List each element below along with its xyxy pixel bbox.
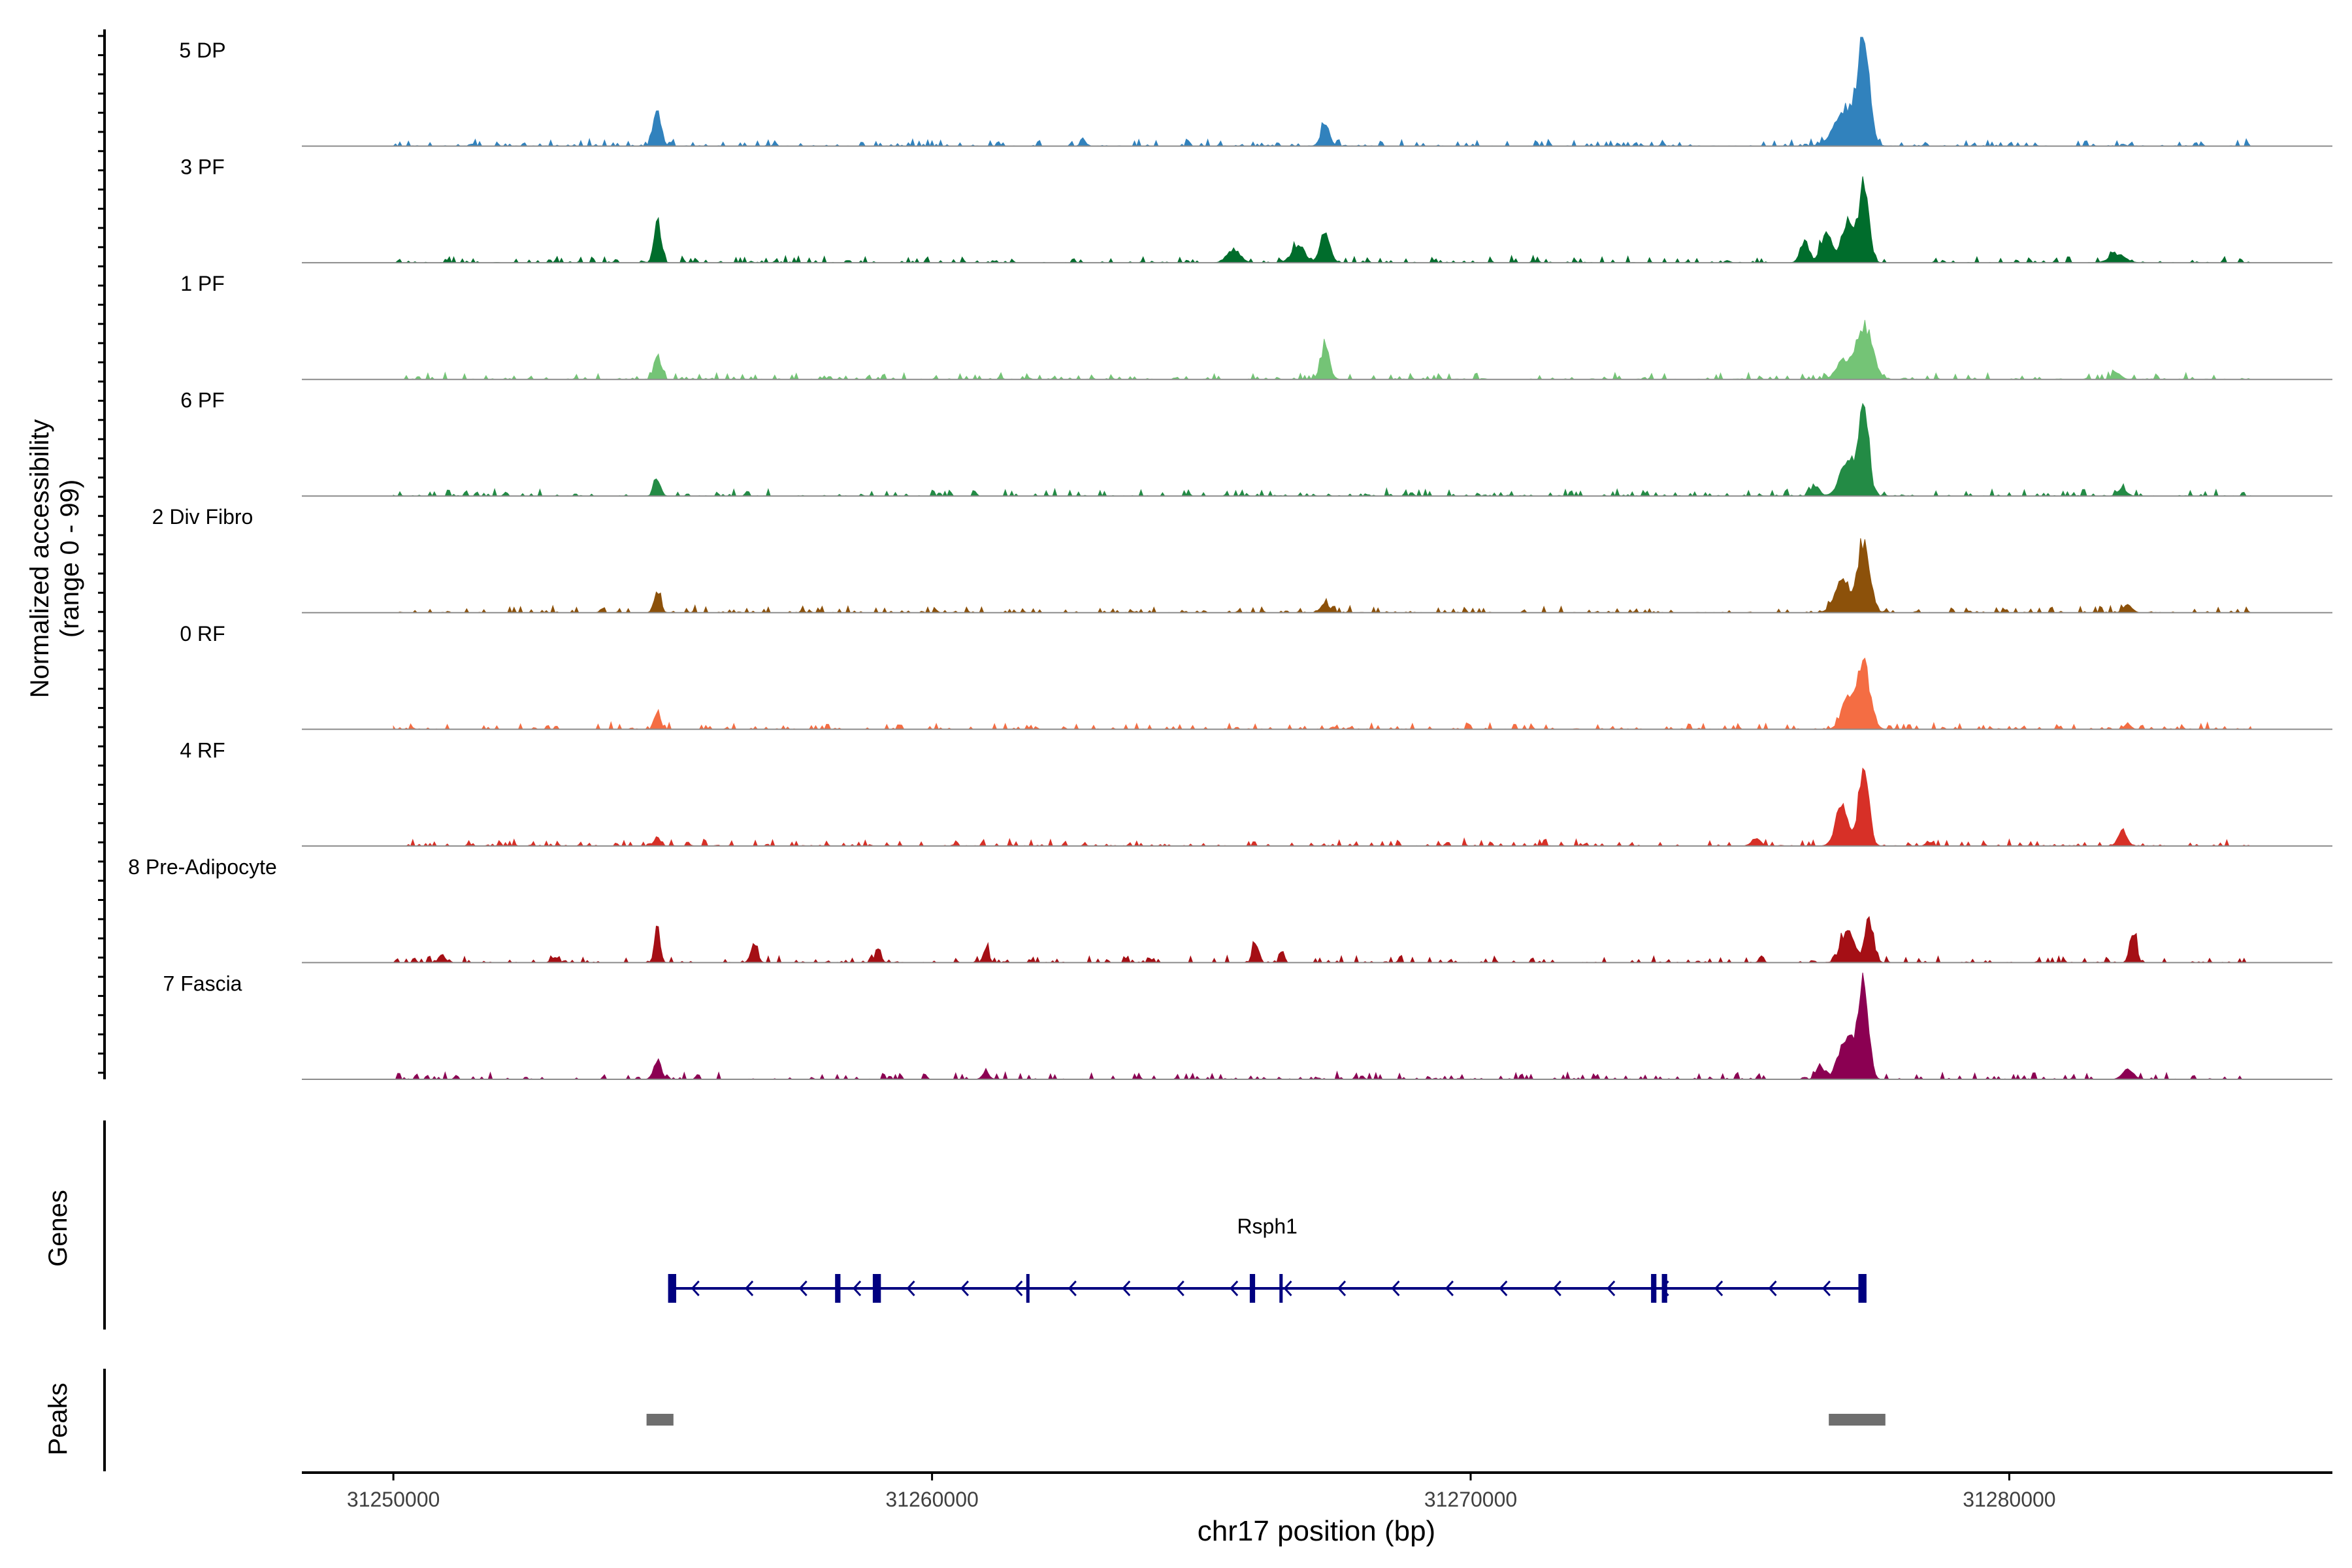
track-3-pf: 3 PF xyxy=(180,155,2332,264)
coverage-ylabel-line2: (range 0 - 99) xyxy=(56,480,84,638)
strand-arrow xyxy=(1607,1280,1616,1297)
x-axis-ticks: 31250000 31260000 31270000 31280000 xyxy=(347,1473,2056,1511)
peaks-label: Peaks xyxy=(44,1382,73,1455)
strand-arrow xyxy=(1230,1280,1239,1297)
gene-model: Rsph1 xyxy=(668,1215,1867,1303)
strand-arrow xyxy=(745,1280,754,1297)
gene-exon xyxy=(1858,1274,1867,1303)
track-8-pre-adipocyte: 8 Pre-Adipocyte xyxy=(128,855,2332,964)
gene-exon xyxy=(1026,1274,1030,1303)
track-label: 0 RF xyxy=(180,622,225,645)
coverage-area xyxy=(392,916,2252,964)
strand-arrow xyxy=(1768,1280,1777,1297)
track-label: 5 DP xyxy=(179,39,225,62)
genes-label: Genes xyxy=(44,1190,73,1267)
strand-arrow xyxy=(852,1280,862,1297)
track-7-fascia: 7 Fascia xyxy=(163,972,2332,1081)
coverage-area xyxy=(393,402,2252,497)
strand-arrow xyxy=(1175,1280,1184,1297)
strand-arrow xyxy=(1391,1280,1400,1297)
strand-arrow xyxy=(906,1280,915,1297)
track-5-dp: 5 DP xyxy=(179,37,2332,148)
peak-region xyxy=(1829,1414,1886,1426)
coverage-area xyxy=(393,176,2252,264)
x-tick-label: 31280000 xyxy=(1963,1488,2055,1511)
x-axis-title: chr17 position (bp) xyxy=(1198,1515,1435,1547)
coverage-area xyxy=(393,37,2252,148)
strand-arrow xyxy=(1122,1280,1131,1297)
strand-arrow xyxy=(1821,1280,1831,1297)
coverage-area xyxy=(393,657,2253,730)
coverage-ylabel-line1: Normalized accessibility xyxy=(25,419,54,698)
gene-name-label: Rsph1 xyxy=(1237,1215,1298,1238)
track-1-pf: 1 PF xyxy=(180,272,2332,381)
x-tick-label: 31250000 xyxy=(347,1488,440,1511)
track-label: 1 PF xyxy=(180,272,225,295)
gene-exon xyxy=(835,1274,841,1303)
gene-exon xyxy=(872,1274,881,1303)
peak-region xyxy=(646,1414,674,1426)
x-tick-label: 31270000 xyxy=(1424,1488,1517,1511)
x-tick-label: 31260000 xyxy=(885,1488,978,1511)
gene-exon xyxy=(1279,1274,1283,1303)
coverage-area xyxy=(393,538,2252,614)
gene-exon xyxy=(1651,1274,1657,1303)
coverage-area xyxy=(393,767,2252,847)
gene-exon xyxy=(1249,1274,1256,1303)
strand-arrow xyxy=(1283,1280,1292,1297)
coverage-yaxis-ticks xyxy=(98,35,105,1074)
strand-arrow xyxy=(1445,1280,1454,1297)
coverage-area xyxy=(393,972,2252,1081)
track-label: 8 Pre-Adipocyte xyxy=(128,855,277,879)
strand-arrow xyxy=(691,1280,700,1297)
track-2-div-fibro: 2 Div Fibro xyxy=(152,505,2332,614)
strand-arrow xyxy=(1552,1280,1561,1297)
track-label: 2 Div Fibro xyxy=(152,505,253,529)
coverage-tracks: 5 DP 3 PF 1 PF 6 PF 2 Div Fibro 0 RF 4 RF 8 Pre… xyxy=(128,37,2332,1081)
track-0-rf: 0 RF xyxy=(180,622,2332,730)
track-label: 7 Fascia xyxy=(163,972,242,995)
track-4-rf: 4 RF xyxy=(180,738,2332,847)
strand-arrow xyxy=(1499,1280,1508,1297)
strand-arrow xyxy=(1068,1280,1077,1297)
strand-arrow xyxy=(1714,1280,1723,1297)
strand-arrow xyxy=(1014,1280,1023,1297)
strand-arrow xyxy=(960,1280,970,1297)
gene-exon xyxy=(668,1274,676,1303)
track-6-pf: 6 PF xyxy=(180,389,2332,497)
gene-exon xyxy=(1661,1274,1667,1303)
strand-arrow xyxy=(798,1280,808,1297)
track-label: 4 RF xyxy=(180,738,225,762)
track-label: 3 PF xyxy=(180,155,225,179)
track-label: 6 PF xyxy=(180,389,225,412)
coverage-area xyxy=(393,319,2252,381)
peak-regions xyxy=(646,1414,1886,1426)
coverage-ylabel: Normalized accessibility (range 0 - 99) xyxy=(25,419,84,698)
strand-arrow xyxy=(1337,1280,1347,1297)
